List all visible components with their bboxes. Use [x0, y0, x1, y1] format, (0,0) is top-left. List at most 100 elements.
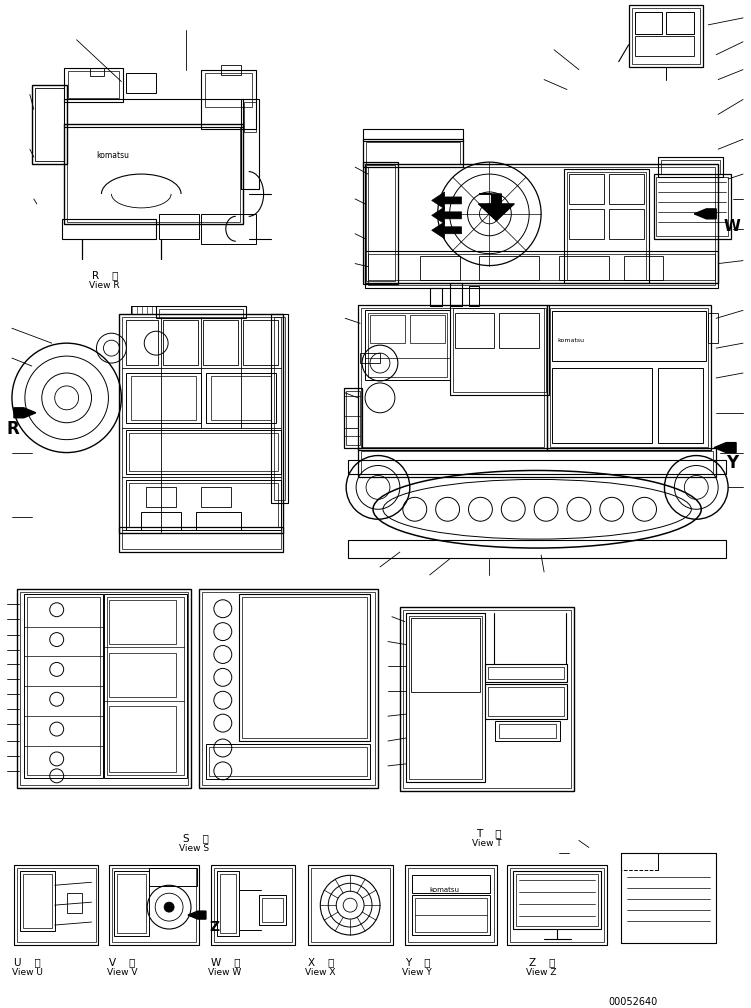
- Bar: [510, 868, 604, 941]
- Bar: [344, 388, 362, 448]
- Bar: [450, 283, 462, 306]
- Bar: [110, 600, 176, 643]
- Bar: [141, 512, 181, 530]
- Bar: [415, 898, 487, 932]
- Bar: [552, 311, 706, 361]
- Bar: [365, 164, 718, 283]
- Bar: [366, 165, 395, 281]
- Bar: [450, 305, 549, 395]
- Text: R: R: [7, 419, 20, 437]
- Bar: [361, 308, 544, 447]
- Bar: [146, 488, 176, 507]
- Bar: [632, 8, 700, 64]
- Bar: [659, 368, 703, 443]
- Text: komatsu: komatsu: [430, 887, 460, 893]
- Polygon shape: [478, 194, 514, 221]
- Bar: [202, 592, 375, 785]
- Bar: [211, 865, 295, 944]
- Bar: [273, 318, 285, 500]
- Bar: [370, 316, 405, 343]
- Text: View Z: View Z: [526, 968, 556, 977]
- Bar: [119, 527, 283, 552]
- Bar: [24, 594, 104, 778]
- Bar: [358, 448, 716, 478]
- Text: U    視: U 視: [14, 957, 41, 967]
- Bar: [406, 613, 485, 782]
- Bar: [400, 607, 574, 790]
- Bar: [469, 286, 479, 306]
- Bar: [126, 73, 156, 93]
- Bar: [243, 321, 278, 365]
- Bar: [113, 868, 196, 941]
- Bar: [23, 874, 52, 928]
- Bar: [258, 895, 286, 925]
- Polygon shape: [432, 207, 462, 224]
- Bar: [567, 172, 646, 280]
- Bar: [550, 308, 708, 447]
- Bar: [126, 429, 281, 475]
- Bar: [656, 177, 728, 236]
- Bar: [126, 321, 158, 365]
- Text: R    視: R 視: [92, 270, 118, 280]
- Text: X    視: X 視: [309, 957, 335, 967]
- Bar: [17, 868, 95, 941]
- Bar: [89, 68, 104, 76]
- Bar: [107, 597, 184, 775]
- Bar: [662, 160, 720, 174]
- Bar: [564, 169, 649, 283]
- Bar: [129, 432, 278, 472]
- FancyArrow shape: [14, 408, 36, 417]
- Bar: [666, 12, 694, 34]
- Text: View V: View V: [107, 968, 138, 977]
- Bar: [68, 71, 119, 99]
- Bar: [453, 308, 546, 392]
- Text: W    視: W 視: [211, 957, 240, 967]
- Bar: [110, 707, 176, 772]
- Bar: [149, 868, 197, 886]
- Bar: [368, 254, 715, 285]
- Bar: [201, 214, 255, 244]
- Bar: [20, 871, 55, 931]
- Bar: [569, 209, 604, 239]
- Bar: [366, 142, 460, 164]
- Bar: [159, 309, 243, 319]
- Bar: [496, 721, 560, 741]
- Bar: [32, 85, 67, 164]
- Bar: [110, 865, 199, 944]
- Text: Y: Y: [726, 454, 738, 472]
- Bar: [507, 865, 607, 944]
- Bar: [547, 305, 711, 450]
- Bar: [635, 12, 662, 34]
- Bar: [201, 70, 255, 129]
- Text: View W: View W: [208, 968, 241, 977]
- Bar: [488, 667, 564, 679]
- Bar: [488, 687, 564, 716]
- Bar: [410, 316, 445, 343]
- Bar: [499, 313, 539, 348]
- Bar: [239, 594, 370, 741]
- Bar: [569, 174, 604, 204]
- Bar: [205, 73, 252, 108]
- Bar: [405, 865, 497, 944]
- Bar: [609, 209, 644, 239]
- Bar: [122, 318, 281, 530]
- Bar: [411, 618, 481, 692]
- Bar: [20, 592, 188, 785]
- Bar: [485, 684, 567, 719]
- Text: T    視: T 視: [476, 829, 502, 839]
- FancyArrow shape: [694, 209, 716, 219]
- Bar: [420, 256, 460, 280]
- Bar: [35, 88, 64, 161]
- Bar: [552, 368, 652, 443]
- Bar: [516, 874, 598, 926]
- Text: 00052640: 00052640: [609, 997, 658, 1007]
- Bar: [117, 874, 146, 933]
- Bar: [203, 321, 238, 365]
- Bar: [346, 391, 360, 445]
- Text: komatsu: komatsu: [96, 151, 129, 160]
- Bar: [409, 616, 482, 779]
- Bar: [67, 127, 240, 222]
- Bar: [365, 251, 718, 288]
- Bar: [708, 313, 718, 343]
- Bar: [241, 100, 258, 188]
